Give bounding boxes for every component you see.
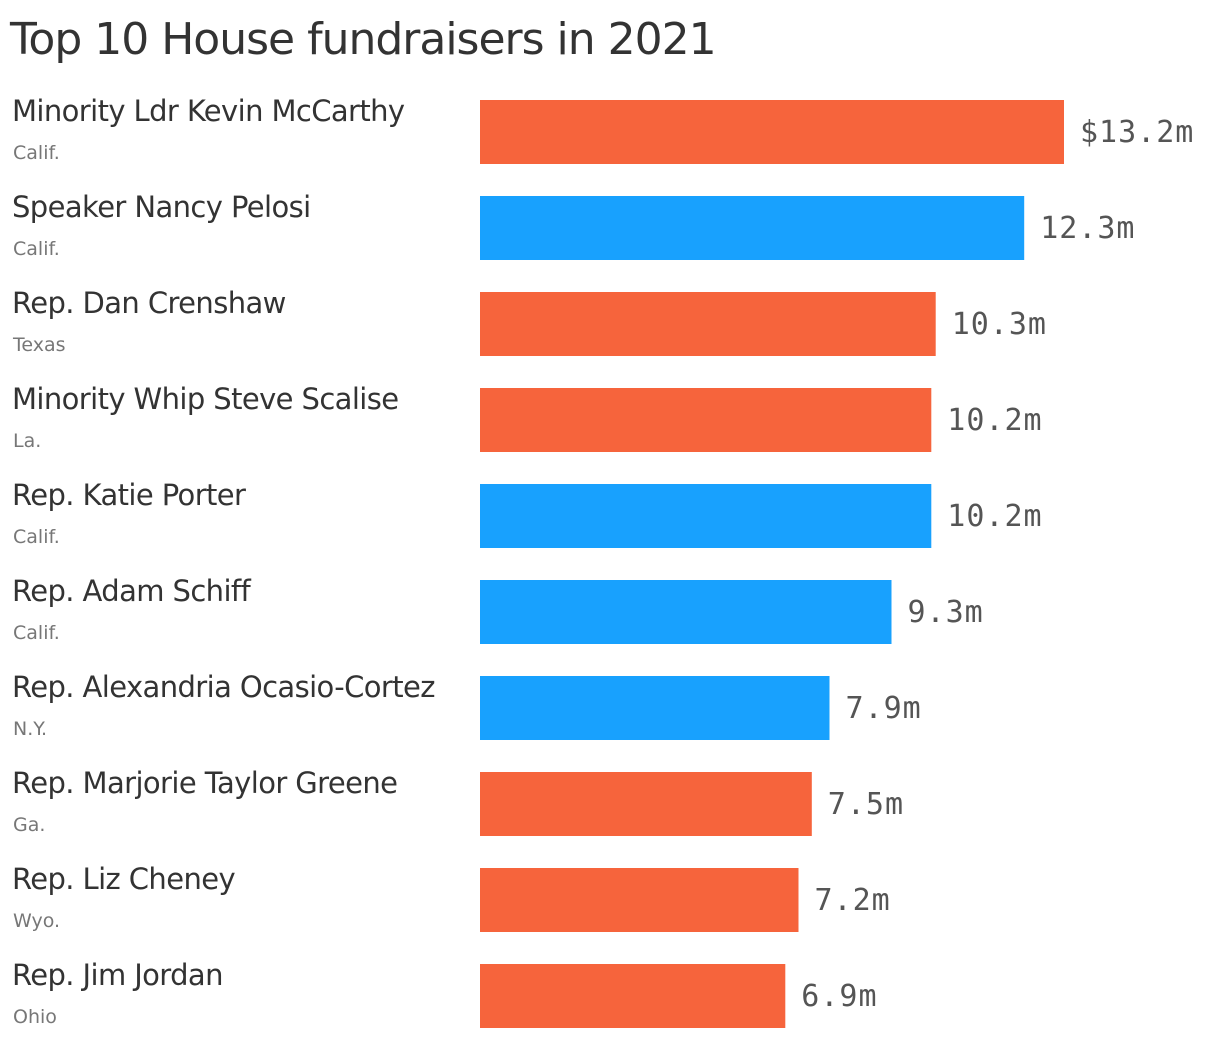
row-state-label: N.Y. [13, 718, 47, 740]
row-name-label: Rep. Katie Porter [12, 478, 246, 512]
bar [480, 292, 936, 356]
row-name-label: Rep. Adam Schiff [12, 574, 252, 608]
bar-value-label: 7.5m [828, 787, 904, 822]
bar [480, 580, 892, 644]
bar-row: Minority Ldr Kevin McCarthy Calif. $13.2m [12, 94, 1194, 164]
row-state-label: La. [13, 430, 41, 452]
row-name-label: Minority Whip Steve Scalise [12, 382, 399, 416]
bar-value-label: 9.3m [908, 595, 984, 630]
bar [480, 484, 932, 548]
bar-value-label: $13.2m [1080, 115, 1194, 150]
row-state-label: Calif. [13, 142, 60, 164]
row-name-label: Rep. Marjorie Taylor Greene [12, 766, 397, 800]
bar-row: Minority Whip Steve Scalise La. 10.2m [12, 382, 1042, 452]
bar [480, 868, 799, 932]
chart-title: Top 10 House fundraisers in 2021 [10, 14, 717, 65]
row-name-label: Speaker Nancy Pelosi [12, 190, 311, 224]
bar-row: Rep. Dan Crenshaw Texas 10.3m [12, 286, 1047, 356]
bar-row: Speaker Nancy Pelosi Calif. 12.3m [12, 190, 1135, 260]
bar [480, 388, 932, 452]
row-state-label: Calif. [13, 238, 60, 260]
bar-row: Rep. Liz Cheney Wyo. 7.2m [12, 862, 891, 932]
row-state-label: Ohio [13, 1006, 57, 1028]
bar [480, 196, 1025, 260]
bar-row: Rep. Marjorie Taylor Greene Ga. 7.5m [12, 766, 904, 836]
row-name-label: Rep. Alexandria Ocasio-Cortez [12, 670, 435, 704]
bar-value-label: 10.2m [947, 499, 1042, 534]
bar-row: Rep. Adam Schiff Calif. 9.3m [12, 574, 984, 644]
row-state-label: Calif. [13, 622, 60, 644]
bar [480, 676, 830, 740]
row-state-label: Ga. [13, 814, 45, 836]
bar-value-label: 12.3m [1040, 211, 1135, 246]
row-name-label: Rep. Dan Crenshaw [12, 286, 286, 320]
bar-row: Rep. Jim Jordan Ohio 6.9m [12, 958, 877, 1028]
bar-row: Rep. Katie Porter Calif. 10.2m [12, 478, 1042, 548]
bar [480, 964, 786, 1028]
bar-value-label: 6.9m [801, 979, 877, 1014]
bar-row: Rep. Alexandria Ocasio-Cortez N.Y. 7.9m [12, 670, 922, 740]
row-state-label: Texas [12, 334, 66, 356]
bar-value-label: 7.9m [846, 691, 922, 726]
bar-value-label: 7.2m [815, 883, 891, 918]
bar [480, 100, 1064, 164]
row-name-label: Minority Ldr Kevin McCarthy [12, 94, 405, 128]
bar [480, 772, 812, 836]
row-name-label: Rep. Liz Cheney [12, 862, 235, 896]
bar-value-label: 10.2m [947, 403, 1042, 438]
bar-value-label: 10.3m [952, 307, 1047, 342]
row-state-label: Calif. [13, 526, 60, 548]
row-state-label: Wyo. [13, 910, 60, 932]
row-name-label: Rep. Jim Jordan [12, 958, 223, 992]
